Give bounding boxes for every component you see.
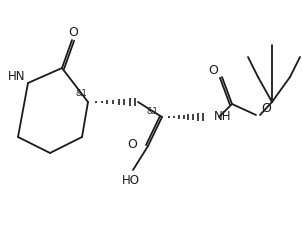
Text: O: O: [208, 63, 218, 76]
Text: O: O: [127, 137, 137, 151]
Text: NH: NH: [214, 110, 232, 122]
Text: HN: HN: [8, 70, 25, 83]
Text: O: O: [68, 25, 78, 38]
Text: HO: HO: [122, 173, 140, 187]
Text: &1: &1: [75, 90, 87, 99]
Text: O: O: [261, 103, 271, 115]
Text: &1: &1: [146, 108, 158, 117]
